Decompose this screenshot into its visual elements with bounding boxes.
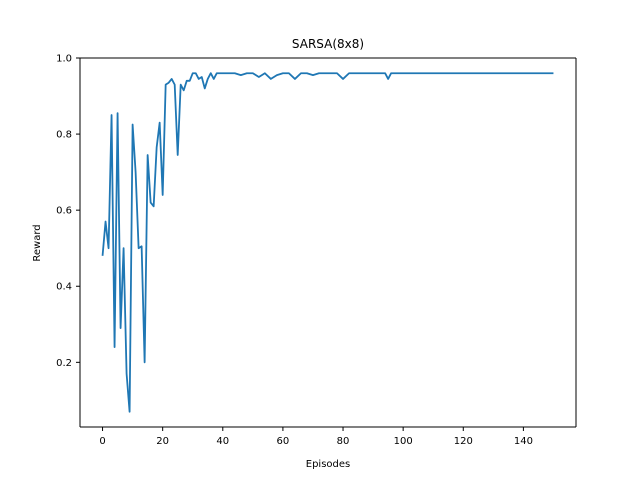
x-tick-label-40: 40 (216, 436, 229, 447)
series-line-0 (101, 72, 554, 413)
x-tick-label-100: 100 (394, 436, 413, 447)
y-tick-label-0.6: 0.6 (56, 206, 72, 217)
y-tick-label-1: 1.0 (56, 54, 72, 65)
chart-title: SARSA(8x8) (292, 37, 364, 51)
x-tick-label-120: 120 (454, 436, 473, 447)
ticks-layer: 0 20 40 60 80 100 120 140 0.2 0.4 0.6 0.8 1.0 (56, 54, 533, 448)
x-tick-label-20: 20 (156, 436, 169, 447)
y-axis-label: Reward (32, 224, 43, 261)
y-tick-label-0.4: 0.4 (56, 282, 72, 293)
plot-area (80, 58, 576, 427)
series-layer (101, 72, 554, 413)
x-axis-label: Episodes (306, 459, 350, 470)
y-tick-label-0.8: 0.8 (56, 130, 72, 141)
x-tick-label-80: 80 (337, 436, 350, 447)
y-tick-label-0.2: 0.2 (56, 358, 72, 369)
x-tick-label-140: 140 (514, 436, 533, 447)
x-tick-label-0: 0 (99, 436, 105, 447)
x-tick-label-60: 60 (277, 436, 290, 447)
